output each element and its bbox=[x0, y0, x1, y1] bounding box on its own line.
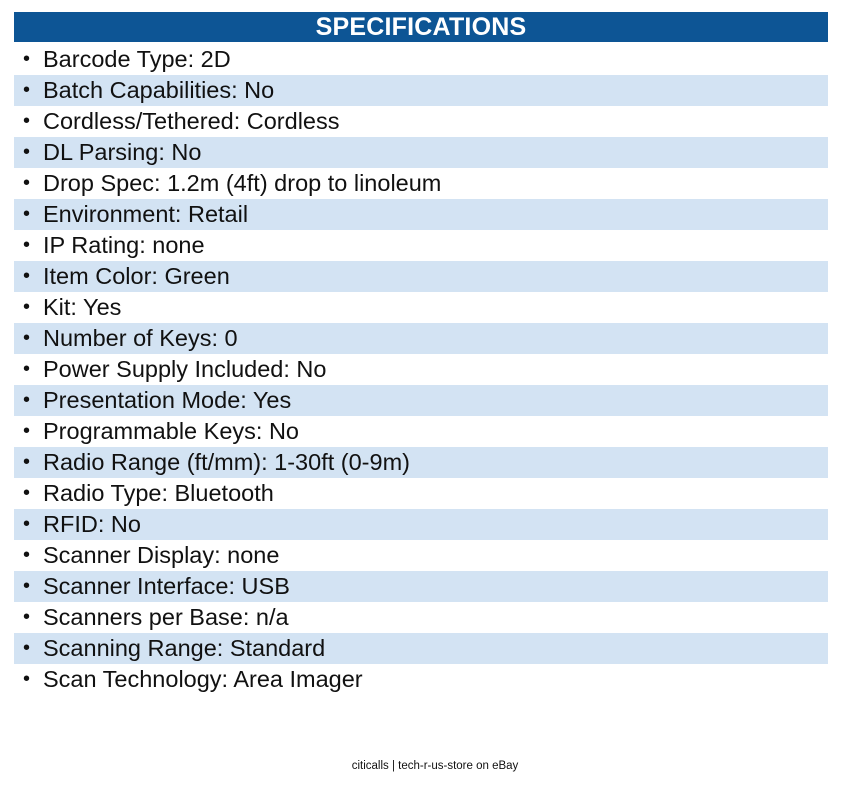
spec-text: Scanning Range: Standard bbox=[43, 635, 326, 661]
bullet-icon: • bbox=[23, 141, 31, 163]
spec-text: Item Color: Green bbox=[43, 263, 230, 289]
specifications-list: • Barcode Type: 2D • Batch Capabilities: N… bbox=[14, 44, 828, 695]
bullet-icon: • bbox=[23, 110, 31, 132]
bullet-icon: • bbox=[23, 234, 31, 256]
spec-row: • Scanning Range: Standard bbox=[14, 633, 828, 664]
spec-text: IP Rating: none bbox=[43, 232, 205, 258]
spec-row: • IP Rating: none bbox=[14, 230, 828, 261]
spec-row: • Barcode Type: 2D bbox=[14, 44, 828, 75]
spec-row: • Kit: Yes bbox=[14, 292, 828, 323]
spec-row: • Scan Technology: Area Imager bbox=[14, 664, 828, 695]
bullet-icon: • bbox=[23, 172, 31, 194]
spec-text: Scan Technology: Area Imager bbox=[43, 666, 363, 692]
spec-row: • Cordless/Tethered: Cordless bbox=[14, 106, 828, 137]
bullet-icon: • bbox=[23, 668, 31, 690]
spec-row: • Scanners per Base: n/a bbox=[14, 602, 828, 633]
bullet-icon: • bbox=[23, 482, 31, 504]
spec-text: Radio Range (ft/mm): 1-30ft (0-9m) bbox=[43, 449, 410, 475]
spec-text: Scanner Interface: USB bbox=[43, 573, 290, 599]
bullet-icon: • bbox=[23, 637, 31, 659]
bullet-icon: • bbox=[23, 358, 31, 380]
bullet-icon: • bbox=[23, 389, 31, 411]
spec-text: Batch Capabilities: No bbox=[43, 77, 275, 103]
spec-text: Presentation Mode: Yes bbox=[43, 387, 292, 413]
bullet-icon: • bbox=[23, 451, 31, 473]
spec-row: • Scanner Display: none bbox=[14, 540, 828, 571]
bullet-icon: • bbox=[23, 48, 31, 70]
spec-row: • Drop Spec: 1.2m (4ft) drop to linoleum bbox=[14, 168, 828, 199]
bullet-icon: • bbox=[23, 420, 31, 442]
spec-row: • Item Color: Green bbox=[14, 261, 828, 292]
spec-text: Environment: Retail bbox=[43, 201, 249, 227]
spec-text: Radio Type: Bluetooth bbox=[43, 480, 274, 506]
bullet-icon: • bbox=[23, 296, 31, 318]
spec-text: DL Parsing: No bbox=[43, 139, 202, 165]
spec-row: • Presentation Mode: Yes bbox=[14, 385, 828, 416]
spec-row: • Radio Range (ft/mm): 1-30ft (0-9m) bbox=[14, 447, 828, 478]
spec-row: • Batch Capabilities: No bbox=[14, 75, 828, 106]
spec-text: Scanners per Base: n/a bbox=[43, 604, 289, 630]
spec-text: Number of Keys: 0 bbox=[43, 325, 238, 351]
spec-text: Scanner Display: none bbox=[43, 542, 280, 568]
spec-text: Barcode Type: 2D bbox=[43, 46, 231, 72]
spec-text: Cordless/Tethered: Cordless bbox=[43, 108, 340, 134]
bullet-icon: • bbox=[23, 575, 31, 597]
spec-row: • Number of Keys: 0 bbox=[14, 323, 828, 354]
spec-row: • Scanner Interface: USB bbox=[14, 571, 828, 602]
bullet-icon: • bbox=[23, 203, 31, 225]
specifications-header: SPECIFICATIONS bbox=[14, 12, 828, 42]
spec-row: • Power Supply Included: No bbox=[14, 354, 828, 385]
spec-row: • Programmable Keys: No bbox=[14, 416, 828, 447]
bullet-icon: • bbox=[23, 606, 31, 628]
spec-text: RFID: No bbox=[43, 511, 141, 537]
spec-row: • RFID: No bbox=[14, 509, 828, 540]
spec-row: • Environment: Retail bbox=[14, 199, 828, 230]
spec-row: • Radio Type: Bluetooth bbox=[14, 478, 828, 509]
spec-row: • DL Parsing: No bbox=[14, 137, 828, 168]
footer-credit: citicalls | tech-r-us-store on eBay bbox=[351, 760, 519, 772]
bullet-icon: • bbox=[23, 513, 31, 535]
bullet-icon: • bbox=[23, 544, 31, 566]
spec-text: Drop Spec: 1.2m (4ft) drop to linoleum bbox=[43, 170, 442, 196]
bullet-icon: • bbox=[23, 327, 31, 349]
bullet-icon: • bbox=[23, 79, 31, 101]
bullet-icon: • bbox=[23, 265, 31, 287]
spec-text: Programmable Keys: No bbox=[43, 418, 299, 444]
spec-text: Power Supply Included: No bbox=[43, 356, 327, 382]
spec-text: Kit: Yes bbox=[43, 294, 122, 320]
